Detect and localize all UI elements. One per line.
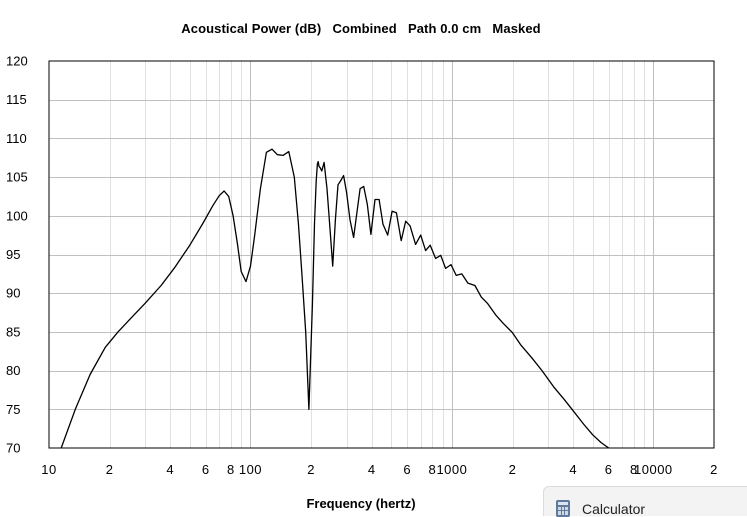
- x-tick-label: 4: [166, 462, 174, 477]
- y-tick-label: 110: [6, 131, 27, 146]
- x-tick-label: 8: [429, 462, 437, 477]
- taskbar-calculator[interactable]: Calculator: [543, 486, 747, 517]
- y-tick-label: 120: [6, 54, 28, 69]
- y-axis-labels: 120 115 110 105 100 95 90 85 80 75 70: [6, 54, 28, 456]
- x-axis-title: Frequency (hertz): [306, 496, 416, 511]
- x-tick-label: 2: [710, 462, 718, 477]
- y-tick-label: 85: [6, 324, 20, 339]
- y-tick-label: 75: [6, 402, 20, 417]
- x-tick-label: 10000: [634, 462, 673, 477]
- x-tick-label: 100: [239, 462, 262, 477]
- x-tick-label: 2: [509, 462, 517, 477]
- y-tick-label: 105: [6, 170, 28, 185]
- calculator-label: Calculator: [582, 501, 646, 517]
- x-tick-label: 8: [227, 462, 235, 477]
- chart-title: Acoustical Power (dB) Combined Path 0.0 …: [181, 21, 541, 36]
- y-tick-label: 90: [6, 286, 20, 301]
- major-grid: [49, 61, 714, 448]
- x-tick-label: 6: [605, 462, 613, 477]
- plot-frame: [48, 60, 715, 449]
- y-tick-label: 100: [6, 208, 28, 223]
- y-tick-label: 70: [6, 441, 20, 456]
- calculator-icon: [556, 500, 570, 517]
- x-tick-label: 1000: [436, 462, 467, 477]
- x-tick-label: 10: [41, 462, 56, 477]
- x-tick-label: 4: [368, 462, 376, 477]
- y-tick-label: 115: [6, 92, 27, 107]
- y-tick-label: 80: [6, 363, 20, 378]
- x-tick-label: 6: [202, 462, 210, 477]
- minor-grid: [110, 61, 645, 448]
- x-tick-label: 2: [106, 462, 114, 477]
- x-tick-label: 2: [307, 462, 315, 477]
- x-tick-label: 8: [630, 462, 638, 477]
- x-tick-label: 4: [569, 462, 577, 477]
- y-tick-label: 95: [6, 247, 20, 262]
- series-line: [60, 148, 610, 449]
- x-tick-label: 6: [403, 462, 411, 477]
